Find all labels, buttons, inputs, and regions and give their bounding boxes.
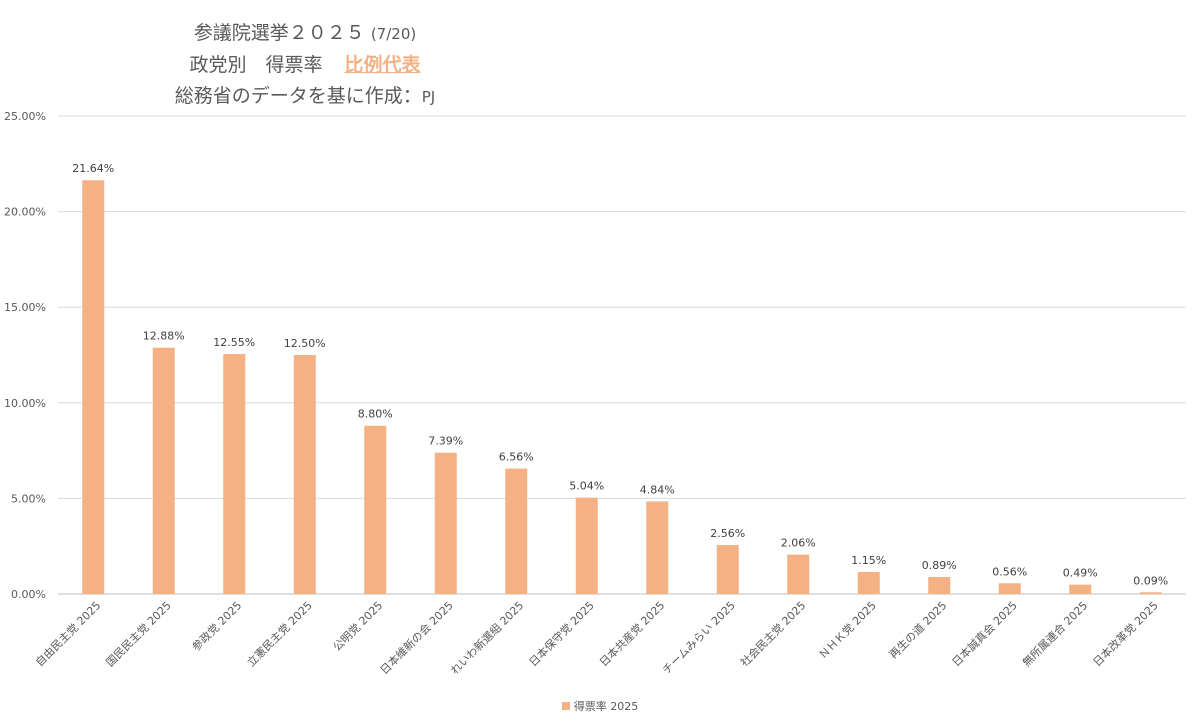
title-line-3: 総務省のデータを基に作成：PJ — [0, 81, 610, 113]
legend-swatch — [561, 702, 570, 710]
y-tick-label: 10.00% — [4, 397, 46, 410]
y-tick-label: 25.00% — [4, 110, 46, 123]
y-tick-label: 15.00% — [4, 301, 46, 314]
data-label: 5.04% — [569, 480, 604, 493]
data-label: 0.49% — [1063, 567, 1098, 580]
category-label: 日本共産党 2025 — [596, 598, 667, 669]
data-label: 6.56% — [499, 451, 534, 464]
data-label: 0.09% — [1133, 574, 1168, 587]
data-label: 21.64% — [72, 162, 114, 175]
chart-title: 参議院選挙２０２５ (7/20) 政党別 得票率 比例代表 総務省のデータを基に作… — [0, 18, 610, 113]
category-label: ＮＨＫ党 2025 — [816, 599, 879, 662]
title-vote-share-text: 政党別 得票率 — [189, 54, 323, 76]
category-label: 国民民主党 2025 — [104, 599, 174, 669]
category-label: 公明党 2025 — [331, 599, 386, 654]
data-label: 4.84% — [640, 483, 675, 496]
bar — [223, 354, 246, 594]
chart-legend: 得票率 2025 — [0, 698, 1200, 714]
bar — [1069, 584, 1092, 594]
title-proportional-text: 比例代表 — [344, 54, 421, 76]
category-label: 日本誠真会 2025 — [949, 598, 1020, 669]
y-tick-label: 20.00% — [4, 206, 46, 219]
title-line-1: 参議院選挙２０２５ (7/20) — [0, 18, 610, 50]
bar — [434, 452, 457, 594]
data-label: 1.15% — [851, 554, 886, 567]
title-election-text: 参議院選挙２０２５ — [193, 22, 365, 44]
category-label: 再生の道 2025 — [886, 598, 949, 661]
bar — [716, 545, 739, 594]
bar — [575, 497, 598, 594]
data-label: 8.80% — [358, 408, 393, 421]
bar — [152, 347, 175, 594]
title-line-2: 政党別 得票率 比例代表 — [0, 50, 610, 81]
category-label: チームみらい 2025 — [660, 599, 738, 677]
category-label: 社会民主党 2025 — [737, 598, 808, 669]
bar — [1139, 592, 1162, 594]
category-label: 日本維新の会 2025 — [377, 598, 456, 677]
data-label: 12.50% — [284, 337, 326, 350]
data-label: 12.55% — [213, 336, 255, 349]
category-label: 参政党 2025 — [189, 598, 245, 654]
category-label: 無所属連合 2025 — [1019, 598, 1090, 669]
category-label: 立憲民主党 2025 — [244, 598, 315, 669]
bar — [364, 425, 387, 594]
bar — [82, 180, 105, 594]
y-tick-label: 5.00% — [11, 492, 46, 505]
data-label: 0.89% — [922, 559, 957, 572]
category-label: 日本改革党 2025 — [1090, 598, 1161, 669]
data-label: 2.06% — [781, 537, 816, 550]
bar — [857, 572, 880, 594]
category-label: れいわ新選組 2025 — [448, 598, 527, 677]
data-label: 0.56% — [992, 565, 1027, 578]
bar — [293, 355, 316, 594]
bar — [787, 554, 810, 594]
title-source-text: 総務省のデータを基に作成： — [174, 85, 422, 107]
data-label: 12.88% — [143, 330, 185, 343]
bar — [646, 501, 669, 594]
data-label: 2.56% — [710, 527, 745, 540]
bar — [928, 576, 951, 594]
bar — [505, 468, 528, 594]
category-label: 自由民主党 2025 — [32, 598, 103, 669]
data-label: 7.39% — [428, 435, 463, 448]
y-tick-label: 0.00% — [11, 588, 46, 601]
category-label: 日本保守党 2025 — [526, 598, 597, 669]
title-author-text: PJ — [421, 88, 436, 106]
title-date-text: (7/20) — [370, 25, 417, 43]
legend-label: 得票率 2025 — [573, 700, 639, 713]
bar — [998, 583, 1021, 594]
